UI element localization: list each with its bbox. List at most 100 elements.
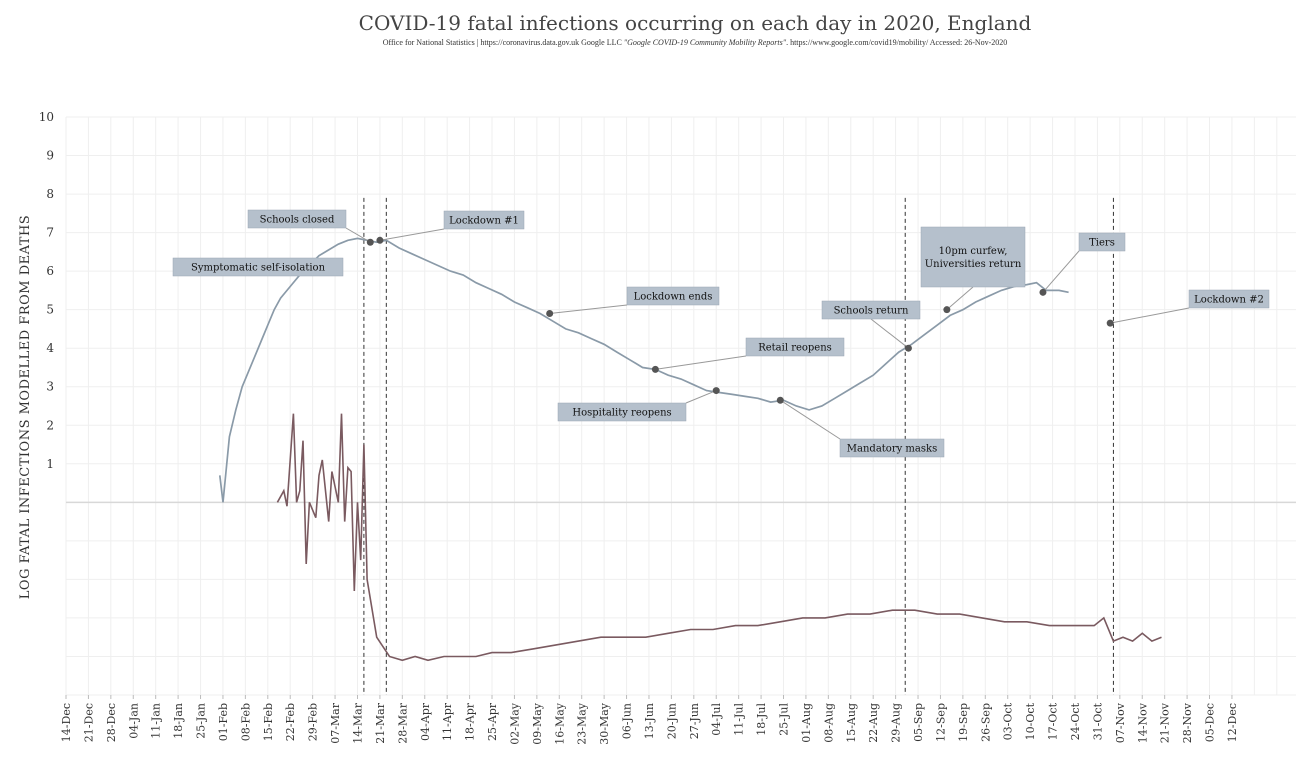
annotation-marker bbox=[712, 387, 720, 395]
series-lower-line bbox=[276, 413, 1162, 662]
x-tick-label: 27-Jun bbox=[688, 703, 701, 739]
annotation-box bbox=[821, 300, 921, 320]
annotation-box bbox=[247, 209, 347, 229]
x-tick-label: 13-Jun bbox=[643, 703, 656, 739]
annotation-label: Lockdown ends bbox=[634, 292, 713, 303]
annotation-box bbox=[557, 402, 687, 422]
annotation-label: Mandatory masks bbox=[847, 444, 937, 455]
annotation-box bbox=[920, 226, 1026, 288]
annotation-marker bbox=[776, 396, 784, 404]
x-tick-label: 03-Oct bbox=[1002, 702, 1015, 740]
x-tick-label: 11-Apr bbox=[441, 702, 454, 741]
x-tick-label: 18-Apr bbox=[464, 702, 477, 741]
annotations: Symptomatic self-isolation Schools closed… bbox=[172, 209, 1270, 458]
y-tick-label: 5 bbox=[46, 303, 54, 317]
x-tick-label: 16-May bbox=[553, 702, 566, 745]
x-tick-label: 24-Oct bbox=[1069, 702, 1082, 740]
x-tick-label: 18-Jan bbox=[172, 703, 185, 739]
annotation-leader bbox=[345, 227, 371, 243]
annotation-marker bbox=[943, 306, 951, 314]
x-tick-label: 23-May bbox=[576, 702, 589, 745]
x-tick-label: 21-Mar bbox=[374, 702, 387, 744]
x-tick-label: 04-Apr bbox=[419, 702, 432, 741]
annotation-box bbox=[443, 210, 525, 230]
y-axis-ticks: 1 2 3 4 5 6 7 8 9 10 bbox=[39, 110, 55, 471]
y-tick-label: 6 bbox=[46, 264, 54, 278]
x-tick-label: 29-Aug bbox=[890, 703, 903, 743]
x-tick-label: 18-Jul bbox=[755, 703, 768, 736]
annotation-marker bbox=[1106, 319, 1114, 327]
x-tick-label: 14-Nov bbox=[1136, 702, 1149, 743]
x-tick-label: 02-May bbox=[508, 702, 521, 745]
y-tick-label: 8 bbox=[46, 187, 54, 201]
x-tick-label: 05-Dec bbox=[1204, 703, 1217, 742]
x-tick-label: 10-Oct bbox=[1024, 702, 1037, 740]
chart-subtitle-accessed: . https://www.google.com/covid19/mobilit… bbox=[786, 38, 1007, 47]
x-tick-label: 21-Dec bbox=[82, 703, 95, 742]
annotation-leader bbox=[685, 390, 717, 404]
x-tick-label: 28-Nov bbox=[1181, 702, 1194, 743]
annotation-box bbox=[745, 337, 845, 357]
x-tick-label: 22-Feb bbox=[284, 703, 297, 741]
x-tick-label: 31-Oct bbox=[1091, 702, 1104, 740]
x-tick-label: 11-Jan bbox=[150, 703, 163, 739]
annotation-marker bbox=[546, 310, 554, 318]
annotation-label: Schools return bbox=[834, 306, 909, 317]
annotation-box bbox=[172, 257, 344, 277]
annotation-marker bbox=[651, 365, 659, 373]
chart-subtitle-report: "Google COVID-19 Community Mobility Repo… bbox=[624, 38, 787, 47]
x-tick-label: 30-May bbox=[598, 702, 611, 745]
x-tick-label: 09-May bbox=[531, 702, 544, 745]
annotation-marker bbox=[904, 344, 912, 352]
annotation-box bbox=[839, 438, 945, 458]
x-tick-label: 28-Dec bbox=[105, 703, 118, 742]
annotation-marker bbox=[376, 236, 384, 244]
y-tick-label: 1 bbox=[46, 457, 54, 471]
x-tick-label: 01-Aug bbox=[800, 703, 813, 743]
x-tick-label: 15-Aug bbox=[845, 703, 858, 743]
x-tick-label: 25-Jan bbox=[195, 703, 208, 739]
y-tick-label: 2 bbox=[46, 418, 54, 432]
annotation-leader bbox=[1042, 250, 1080, 293]
x-tick-label: 08-Aug bbox=[822, 703, 835, 743]
annotation-leader bbox=[870, 318, 909, 349]
chart-subtitle-sources: Office for National Statistics | https:/… bbox=[383, 38, 624, 47]
x-tick-label: 14-Dec bbox=[60, 703, 73, 742]
x-tick-label: 07-Mar bbox=[329, 702, 342, 744]
x-tick-label: 25-Apr bbox=[486, 702, 499, 741]
annotation-marker bbox=[366, 238, 374, 246]
y-tick-label: 7 bbox=[46, 226, 54, 240]
annotation-leader bbox=[549, 304, 628, 315]
x-tick-label: 11-Jul bbox=[733, 703, 746, 736]
x-tick-label: 20-Jun bbox=[665, 703, 678, 739]
annotation-box bbox=[626, 286, 720, 306]
x-tick-label: 26-Sep bbox=[979, 703, 992, 742]
annotation-box bbox=[1078, 232, 1126, 252]
annotation-label: Lockdown #2 bbox=[1194, 295, 1264, 306]
x-tick-label: 05-Sep bbox=[912, 703, 925, 742]
x-tick-label: 12-Dec bbox=[1226, 703, 1239, 742]
annotation-label: Lockdown #1 bbox=[449, 216, 519, 227]
x-tick-label: 04-Jul bbox=[710, 703, 723, 736]
x-tick-label: 06-Jun bbox=[621, 703, 634, 739]
x-tick-label: 04-Jan bbox=[127, 703, 140, 739]
annotation-leader bbox=[780, 399, 841, 440]
y-axis-label: LOG FATAL INFECTIONS MODELLED FROM DEATH… bbox=[18, 215, 33, 599]
chart-subtitle: Office for National Statistics | https:/… bbox=[383, 38, 1008, 47]
annotation-label: Universities return bbox=[925, 259, 1022, 270]
annotation-marker bbox=[1039, 288, 1047, 296]
annotation-label: 10pm curfew, bbox=[939, 246, 1008, 257]
annotation-label: Tiers bbox=[1089, 238, 1115, 249]
x-tick-label: 25-Jul bbox=[778, 703, 791, 736]
annotation-label: Symptomatic self-isolation bbox=[191, 263, 326, 274]
x-tick-label: 14-Mar bbox=[351, 702, 364, 744]
annotation-leader bbox=[946, 286, 974, 311]
y-tick-label: 10 bbox=[39, 110, 54, 124]
x-tick-label: 17-Oct bbox=[1047, 702, 1060, 740]
y-tick-label: 3 bbox=[46, 380, 54, 394]
annotation-leader bbox=[1110, 307, 1190, 324]
annotation-leader bbox=[655, 355, 747, 370]
x-tick-label: 08-Feb bbox=[239, 703, 252, 741]
annotation-label: Schools closed bbox=[260, 215, 335, 226]
